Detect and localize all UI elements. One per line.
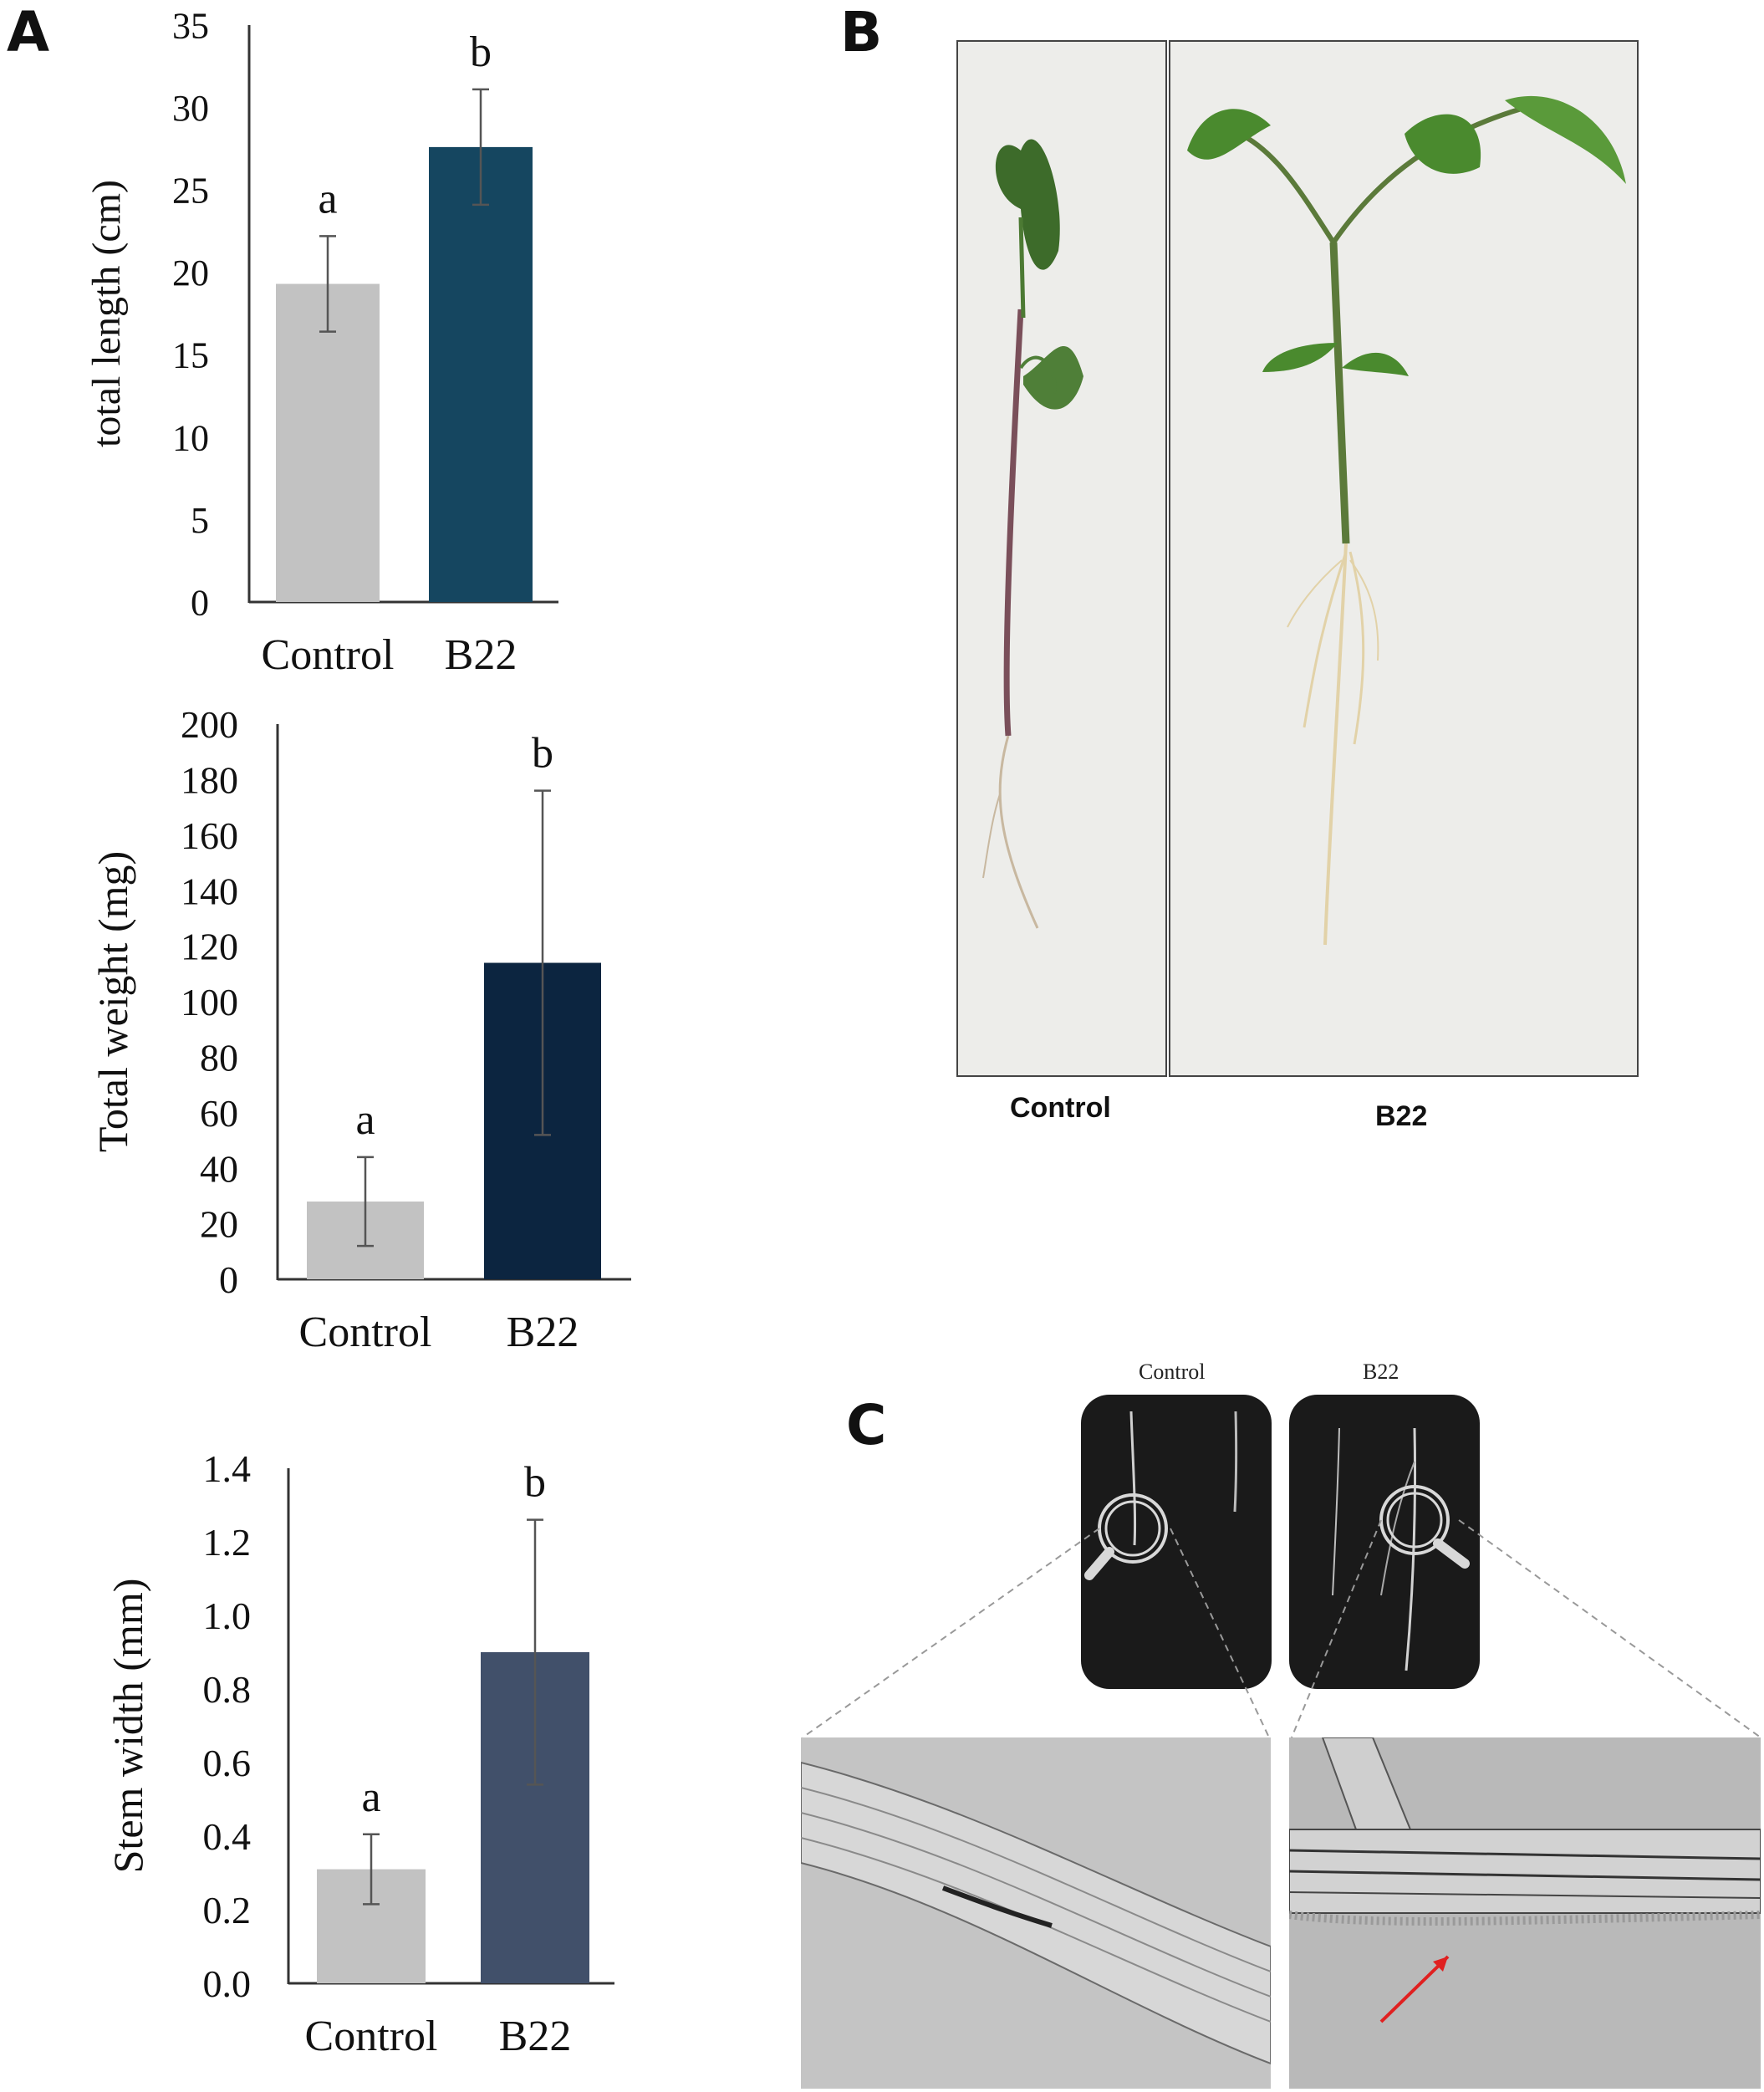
photo-caption-b22: B22 (1375, 1100, 1428, 1132)
y-tick-label: 1.4 (203, 1447, 252, 1490)
y-tick-label: 0 (219, 1258, 238, 1301)
y-tick-label: 0.8 (203, 1668, 252, 1711)
b22-plant-illustration (1187, 95, 1626, 946)
photo-caption-control: Control (1010, 1092, 1111, 1124)
significance-letter: b (524, 1459, 546, 1507)
panel-letter-b: B (840, 0, 883, 64)
x-category-label: Control (262, 631, 395, 679)
x-category-label: Control (299, 1309, 432, 1356)
y-tick-label: 30 (172, 88, 209, 129)
y-tick-label: 35 (172, 5, 209, 46)
chart-stem-width: 0.0 0.2 0.4 0.6 0.8 1.0 1.2 1.4 Stem width (mm) a… (105, 1447, 614, 2060)
y-tick-label: 0.4 (203, 1815, 252, 1858)
y-tick-label: 80 (200, 1037, 238, 1079)
control-seedling-roots (1084, 1411, 1238, 1580)
panel-letter-c: C (846, 1393, 887, 1457)
y-tick-label: 1.2 (203, 1521, 252, 1564)
photo-b22-plant (1169, 40, 1639, 1077)
x-category-label: B22 (445, 631, 517, 679)
b22-root-cells (1289, 1737, 1761, 2089)
y-tick-label: 0.6 (203, 1742, 252, 1784)
y-axis-label: Stem width (mm) (105, 1579, 151, 1874)
y-tick-label: 120 (181, 926, 238, 968)
chart-total-weight: 0 20 40 60 80 100 120 140 160 180 200 Total weight … (89, 703, 631, 1356)
micrograph-control-root (801, 1737, 1271, 2089)
x-category-label: B22 (499, 2013, 572, 2060)
red-arrow (1379, 1955, 1450, 2023)
thumb-b22-seedlings (1289, 1395, 1480, 1689)
bar-b22 (429, 146, 533, 602)
x-category-label: Control (305, 2013, 438, 2060)
significance-letter: a (361, 1773, 380, 1821)
y-tick-label: 10 (172, 417, 209, 458)
y-tick-label: 0.0 (203, 1962, 252, 2005)
red-arrow-head (1433, 1957, 1448, 1972)
significance-letter: a (355, 1096, 375, 1144)
photo-control-plant (956, 40, 1167, 1077)
significance-letter: a (318, 175, 337, 222)
x-category-label: B22 (507, 1309, 579, 1356)
y-tick-label: 0.2 (203, 1889, 252, 1931)
y-tick-label: 25 (172, 171, 209, 212)
significance-letter: b (532, 730, 553, 778)
micrograph-b22-root (1289, 1737, 1761, 2089)
thumb-label-control: Control (1139, 1360, 1206, 1384)
y-tick-label: 140 (181, 870, 238, 912)
significance-letter: b (470, 28, 492, 76)
y-axis-label: total length (cm) (84, 180, 129, 447)
y-tick-label: 40 (200, 1147, 238, 1190)
y-tick-label: 200 (181, 703, 238, 746)
y-tick-label: 180 (181, 759, 238, 802)
panel-letter-a: A (7, 0, 50, 64)
y-tick-label: 20 (200, 1203, 238, 1246)
y-axis-label: Total weight (mg) (89, 851, 136, 1152)
b22-seedling-roots (1332, 1427, 1470, 1671)
chart-total-length: 0 5 10 15 20 25 30 35 total length (cm) a Control b… (84, 5, 558, 679)
y-tick-label: 0 (191, 582, 209, 623)
y-tick-label: 160 (181, 814, 238, 857)
y-tick-label: 15 (172, 335, 209, 376)
control-plant-illustration (982, 139, 1083, 929)
y-tick-label: 20 (172, 253, 209, 293)
control-root-cells (801, 1737, 1271, 2089)
magnifier-icon (1084, 1493, 1168, 1580)
thumb-label-b22: B22 (1363, 1360, 1399, 1384)
y-tick-label: 60 (200, 1092, 238, 1135)
bar-control (276, 283, 380, 602)
y-tick-label: 1.0 (203, 1595, 252, 1637)
y-tick-label: 5 (191, 500, 209, 541)
y-tick-label: 100 (181, 981, 238, 1023)
